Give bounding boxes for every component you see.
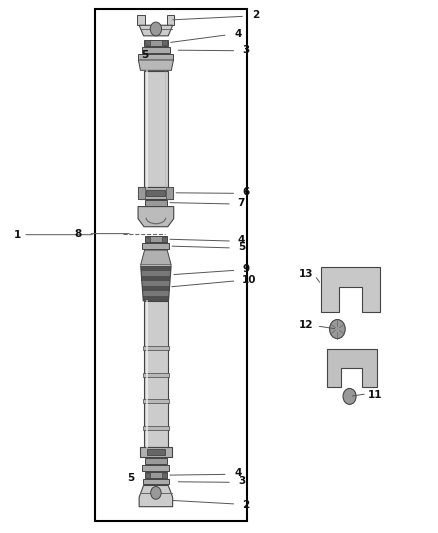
Bar	[145, 200, 167, 206]
Bar	[138, 14, 145, 25]
Bar	[140, 447, 172, 457]
Circle shape	[329, 319, 345, 338]
Text: 6: 6	[242, 187, 250, 197]
Bar	[162, 237, 166, 241]
Bar	[166, 187, 173, 199]
Text: 3: 3	[238, 477, 246, 486]
Bar	[144, 71, 168, 187]
Text: 2: 2	[252, 10, 260, 20]
Text: 4: 4	[234, 29, 241, 39]
Text: 3: 3	[243, 45, 250, 55]
Bar	[143, 399, 169, 403]
Text: 4: 4	[238, 235, 245, 245]
Bar	[146, 190, 166, 196]
Polygon shape	[327, 349, 377, 387]
Bar	[145, 472, 167, 478]
Bar	[144, 301, 168, 447]
Text: 13: 13	[299, 270, 313, 279]
Text: 5: 5	[238, 242, 245, 252]
Text: 5: 5	[127, 473, 134, 482]
Bar	[141, 266, 171, 271]
Bar	[144, 39, 168, 46]
Bar	[143, 425, 169, 430]
Text: 4: 4	[234, 469, 241, 478]
Bar	[145, 237, 150, 241]
Bar	[95, 10, 247, 521]
Bar	[143, 479, 169, 484]
Circle shape	[343, 389, 356, 405]
Bar	[143, 346, 169, 350]
Text: 9: 9	[242, 264, 250, 274]
Bar	[143, 373, 169, 377]
Text: 1: 1	[14, 230, 21, 240]
Bar	[138, 187, 173, 199]
Polygon shape	[321, 266, 380, 312]
Polygon shape	[138, 60, 173, 70]
Bar	[166, 14, 174, 25]
Bar	[142, 291, 169, 296]
Bar	[143, 296, 169, 301]
Bar	[142, 286, 170, 291]
Bar	[138, 54, 173, 60]
Bar	[142, 281, 170, 286]
Text: 10: 10	[241, 274, 256, 285]
Text: 5: 5	[141, 51, 148, 60]
Bar	[145, 458, 167, 464]
Polygon shape	[139, 486, 173, 507]
Polygon shape	[138, 207, 174, 227]
Polygon shape	[141, 250, 171, 265]
Bar	[145, 236, 167, 242]
Bar	[141, 276, 170, 281]
Bar	[145, 473, 150, 478]
Bar	[162, 40, 167, 45]
Bar	[142, 47, 170, 53]
Circle shape	[150, 22, 162, 36]
Polygon shape	[139, 25, 173, 36]
Text: 8: 8	[74, 229, 81, 239]
Bar	[141, 271, 171, 276]
Text: 12: 12	[299, 320, 313, 330]
Circle shape	[151, 487, 161, 499]
Bar	[162, 473, 166, 478]
Bar	[142, 465, 170, 471]
Bar	[138, 187, 145, 199]
Bar	[145, 40, 150, 45]
Text: 7: 7	[237, 198, 244, 208]
Bar	[142, 243, 170, 249]
Text: 2: 2	[242, 500, 250, 510]
Text: 11: 11	[367, 390, 382, 400]
Bar	[147, 449, 165, 455]
